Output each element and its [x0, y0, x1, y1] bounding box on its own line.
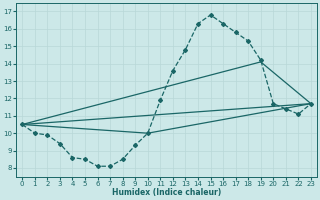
X-axis label: Humidex (Indice chaleur): Humidex (Indice chaleur) [112, 188, 221, 197]
